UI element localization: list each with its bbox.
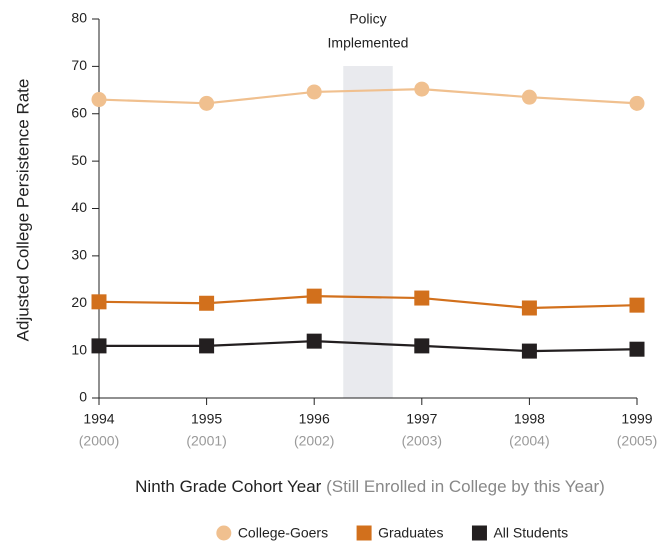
x-tick-note: (2002) (294, 433, 334, 449)
policy-band (343, 66, 393, 398)
legend-label: College-Goers (238, 525, 328, 541)
y-tick-label: 70 (71, 57, 87, 73)
x-tick-label: 1997 (406, 411, 437, 427)
y-tick-label: 30 (71, 247, 87, 263)
legend-swatch (216, 525, 232, 541)
y-tick-label: 10 (71, 341, 87, 357)
y-tick-label: 20 (71, 294, 87, 310)
data-point (521, 343, 537, 359)
series-line (99, 340, 638, 353)
data-point (91, 92, 107, 108)
data-point (629, 341, 645, 357)
legend-label: All Students (493, 525, 568, 541)
data-point (199, 295, 215, 311)
x-tick-note: (2001) (186, 433, 226, 449)
series-line (98, 295, 638, 310)
legend-label: Graduates (378, 525, 443, 541)
data-point (306, 333, 322, 349)
x-tick-label: 1999 (621, 411, 652, 427)
legend: College-Goers Graduates All Students (216, 525, 568, 541)
data-point (521, 89, 537, 105)
data-point (306, 84, 322, 100)
data-point (414, 338, 430, 354)
legend-swatch (471, 525, 487, 541)
data-point (414, 290, 430, 306)
data-point (199, 95, 215, 111)
y-tick-label: 60 (71, 104, 87, 120)
x-tick-note: (2005) (617, 433, 657, 449)
data-point (414, 81, 430, 97)
data-point (521, 300, 537, 316)
x-axis-title: Ninth Grade Cohort Year (Still Enrolled … (135, 477, 605, 496)
data-point (91, 294, 107, 310)
x-tick-label: 1994 (83, 411, 114, 427)
x-tick-note: (2003) (402, 433, 442, 449)
x-tick-label: 1996 (299, 411, 330, 427)
y-tick-label: 80 (71, 10, 87, 26)
data-point (629, 95, 645, 111)
x-tick-note: (2004) (509, 433, 549, 449)
y-tick-label: 0 (79, 389, 87, 405)
data-point (91, 338, 107, 354)
annotation: Implemented (328, 35, 409, 51)
x-tick-note: (2000) (79, 433, 119, 449)
x-tick-label: 1998 (514, 411, 545, 427)
y-tick-label: 50 (71, 152, 87, 168)
series-line (98, 88, 638, 105)
y-axis-title: Adjusted College Persistence Rate (13, 79, 32, 342)
x-axis-title-note: (Still Enrolled in College by this Year) (326, 477, 605, 496)
data-point (306, 288, 322, 304)
data-point (199, 338, 215, 354)
x-axis-title-main: Ninth Grade Cohort Year (135, 477, 322, 496)
legend-swatch (356, 525, 372, 541)
x-tick-label: 1995 (191, 411, 222, 427)
y-tick-label: 40 (71, 199, 87, 215)
data-point (629, 297, 645, 313)
annotation: Policy (349, 11, 386, 27)
